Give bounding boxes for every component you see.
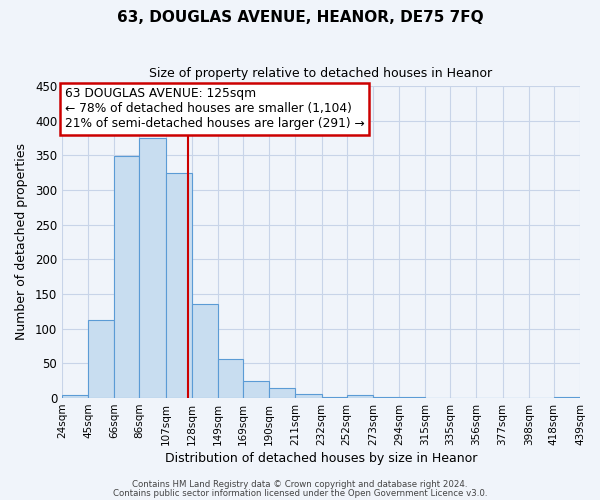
Text: Contains HM Land Registry data © Crown copyright and database right 2024.: Contains HM Land Registry data © Crown c…	[132, 480, 468, 489]
Y-axis label: Number of detached properties: Number of detached properties	[15, 144, 28, 340]
Bar	[295, 394, 322, 398]
X-axis label: Distribution of detached houses by size in Heanor: Distribution of detached houses by size …	[165, 452, 477, 465]
Bar	[269, 388, 295, 398]
Bar	[115, 156, 139, 398]
Bar	[218, 358, 243, 398]
Bar	[192, 304, 218, 398]
Title: Size of property relative to detached houses in Heanor: Size of property relative to detached ho…	[149, 68, 493, 80]
Text: 63 DOUGLAS AVENUE: 125sqm
← 78% of detached houses are smaller (1,104)
21% of se: 63 DOUGLAS AVENUE: 125sqm ← 78% of detac…	[65, 88, 364, 130]
Bar	[166, 172, 192, 398]
Bar	[554, 396, 580, 398]
Text: Contains public sector information licensed under the Open Government Licence v3: Contains public sector information licen…	[113, 488, 487, 498]
Bar	[347, 394, 373, 398]
Bar	[243, 380, 269, 398]
Text: 63, DOUGLAS AVENUE, HEANOR, DE75 7FQ: 63, DOUGLAS AVENUE, HEANOR, DE75 7FQ	[116, 10, 484, 25]
Bar	[62, 394, 88, 398]
Bar	[139, 138, 166, 398]
Bar	[322, 396, 347, 398]
Bar	[88, 320, 115, 398]
